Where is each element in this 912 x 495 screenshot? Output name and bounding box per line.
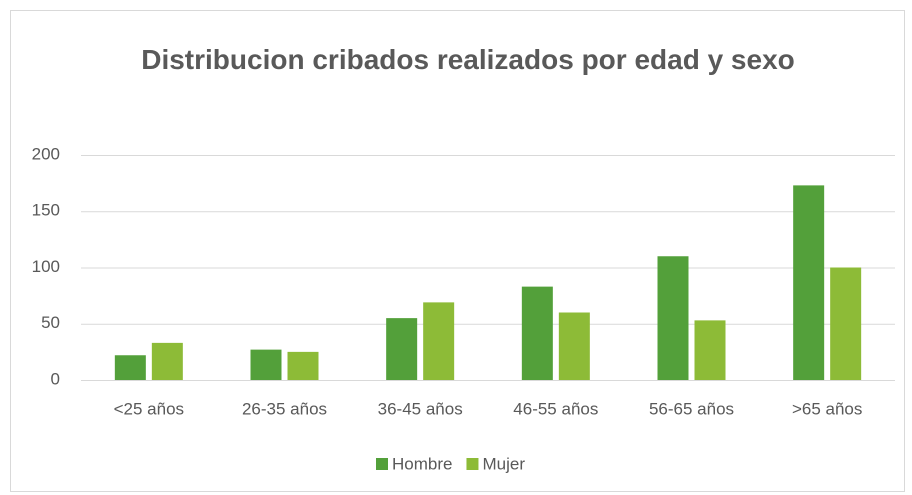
bar [657,256,689,380]
bar [423,302,455,380]
y-tick-label: 0 [51,369,60,388]
x-tick-label: <25 años [114,399,184,418]
legend-swatch [466,458,479,470]
x-tick-label: >65 años [792,399,862,418]
y-tick-label: 50 [41,313,60,332]
bar [558,312,590,380]
x-tick-label: 56-65 años [649,399,734,418]
chart-title: Distribucion cribados realizados por eda… [141,44,795,75]
bar [793,185,825,380]
legend-swatch [376,458,388,470]
bar [521,286,553,380]
y-tick-label: 100 [32,257,60,276]
y-tick-label: 200 [32,144,60,163]
bar [287,351,319,380]
x-tick-label: 36-45 años [378,399,463,418]
legend-label: Hombre [392,454,452,473]
bar [386,318,418,380]
x-tick-label: 26-35 años [242,399,327,418]
bar [830,267,862,380]
y-tick-label: 150 [32,201,60,220]
bar [151,342,183,380]
bar [114,355,146,380]
legend-label: Mujer [482,454,525,473]
bar [250,349,282,380]
x-tick-label: 46-55 años [513,399,598,418]
bar [694,320,726,380]
chart-border [10,10,905,492]
